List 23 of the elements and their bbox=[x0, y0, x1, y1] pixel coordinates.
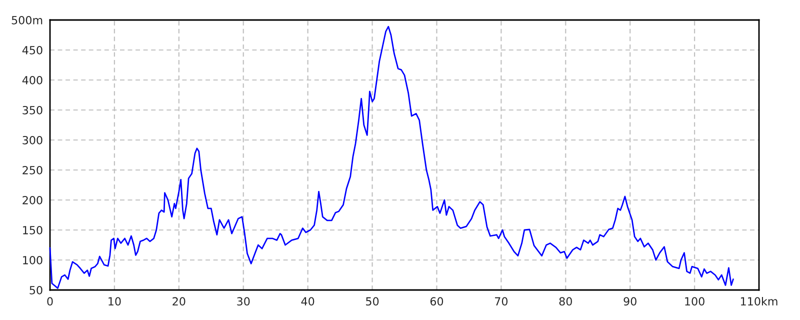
y-tick-label: 50 bbox=[30, 286, 42, 294]
x-tick-label: 60 bbox=[430, 297, 444, 306]
y-tick-label: 500m bbox=[12, 16, 42, 24]
x-tick-label: 50 bbox=[366, 297, 379, 306]
y-tick-label: 300 bbox=[22, 136, 42, 144]
y-tick-label: 200 bbox=[22, 196, 42, 204]
y-tick-label: 450 bbox=[22, 46, 42, 54]
x-tick-label: 40 bbox=[301, 297, 314, 306]
x-tick-label: 90 bbox=[624, 297, 636, 306]
x-tick-label: 0 bbox=[47, 297, 53, 306]
y-tick-label: 100 bbox=[23, 256, 42, 264]
y-tick-label: 350 bbox=[22, 106, 42, 114]
x-tick-label: 20 bbox=[172, 297, 186, 306]
y-tick-label: 150 bbox=[23, 226, 42, 234]
y-tick-label: 250 bbox=[22, 166, 42, 174]
x-tick-label: 70 bbox=[495, 297, 508, 306]
x-tick-label: 100 bbox=[685, 297, 704, 306]
line-series bbox=[49, 26, 734, 289]
x-tick-label: 10 bbox=[108, 297, 121, 306]
x-tick-label: 110km bbox=[740, 296, 778, 306]
x-tick-label: 80 bbox=[559, 297, 572, 306]
y-tick-label: 400 bbox=[22, 76, 42, 84]
x-tick-label: 30 bbox=[237, 297, 250, 306]
